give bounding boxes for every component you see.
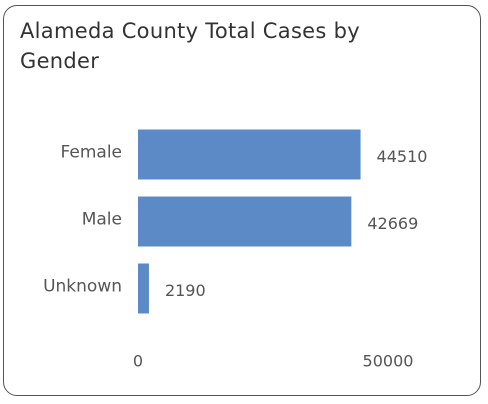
data-label: 42669	[367, 214, 418, 233]
bar	[138, 263, 149, 314]
chart-title: Alameda County Total Cases by Gender	[20, 19, 360, 73]
x-tick-label: 50000	[363, 352, 414, 371]
y-tick-label: Female	[61, 143, 122, 163]
card	[3, 5, 481, 396]
y-tick-label: Unknown	[43, 277, 122, 297]
bar	[138, 129, 361, 180]
data-label: 2190	[165, 281, 206, 300]
data-label: 44510	[377, 147, 428, 166]
y-tick-label: Male	[82, 210, 122, 230]
bar	[138, 196, 352, 247]
x-tick-label: 0	[133, 352, 143, 371]
